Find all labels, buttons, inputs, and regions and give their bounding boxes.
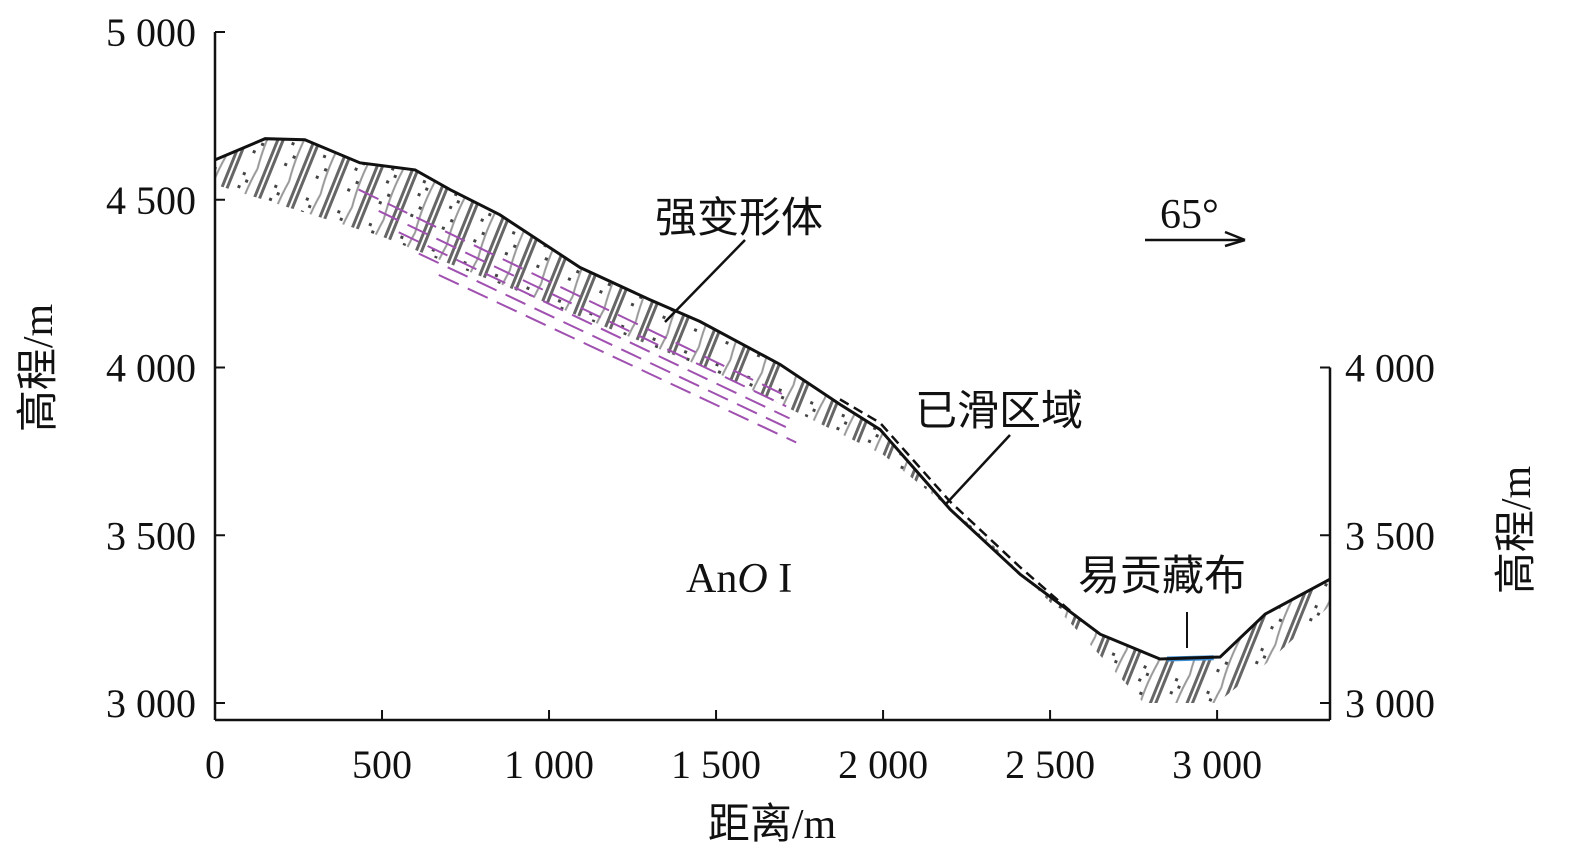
- strong-deformation-leader: [664, 239, 746, 323]
- dip-label: 65°: [1160, 192, 1219, 238]
- x-tick-label: 3 000: [1172, 742, 1262, 787]
- deformation-line: [418, 252, 794, 432]
- y-tick-label: 5 000: [106, 10, 196, 55]
- deformation-line: [438, 274, 797, 444]
- slid-area-leader: [944, 434, 1011, 506]
- y-tick-label: 4 000: [106, 346, 196, 391]
- x-tick-label: 1 000: [504, 742, 594, 787]
- ground-surface-line: [214, 137, 1331, 661]
- x-tick-label: 1 500: [671, 742, 761, 787]
- deformation-line: [398, 231, 790, 420]
- strong-deformation-label: 强变形体: [655, 195, 823, 242]
- y-right-tick-label: 4 000: [1345, 346, 1435, 391]
- y-tick-label: 3 500: [106, 513, 196, 558]
- y-tick-label: 3 000: [106, 681, 196, 726]
- y-tick-label: 4 500: [106, 178, 196, 223]
- deformation-line: [358, 188, 784, 396]
- y-axis-title-right: 高程/m: [1494, 466, 1540, 595]
- y-axis-title-left: 高程/m: [16, 304, 62, 433]
- river-label: 易贡藏布: [1078, 554, 1246, 600]
- x-tick-label: 0: [205, 742, 225, 787]
- slid-area-boundary: [839, 398, 1085, 624]
- rock-mass: [215, 138, 1330, 704]
- deformation-line: [378, 210, 787, 408]
- dip-arrow-icon: [1145, 230, 1246, 248]
- y-right-tick-label: 3 500: [1345, 513, 1435, 558]
- x-tick-label: 2 500: [1005, 742, 1095, 787]
- x-tick-label: 500: [352, 742, 412, 787]
- slid-area-label: 已滑区域: [915, 389, 1083, 435]
- x-axis-title: 距离/m: [708, 801, 837, 848]
- y-right-tick-label: 3 000: [1345, 681, 1435, 726]
- strata-label: AnO I: [686, 556, 792, 602]
- x-tick-label: 2 000: [838, 742, 928, 787]
